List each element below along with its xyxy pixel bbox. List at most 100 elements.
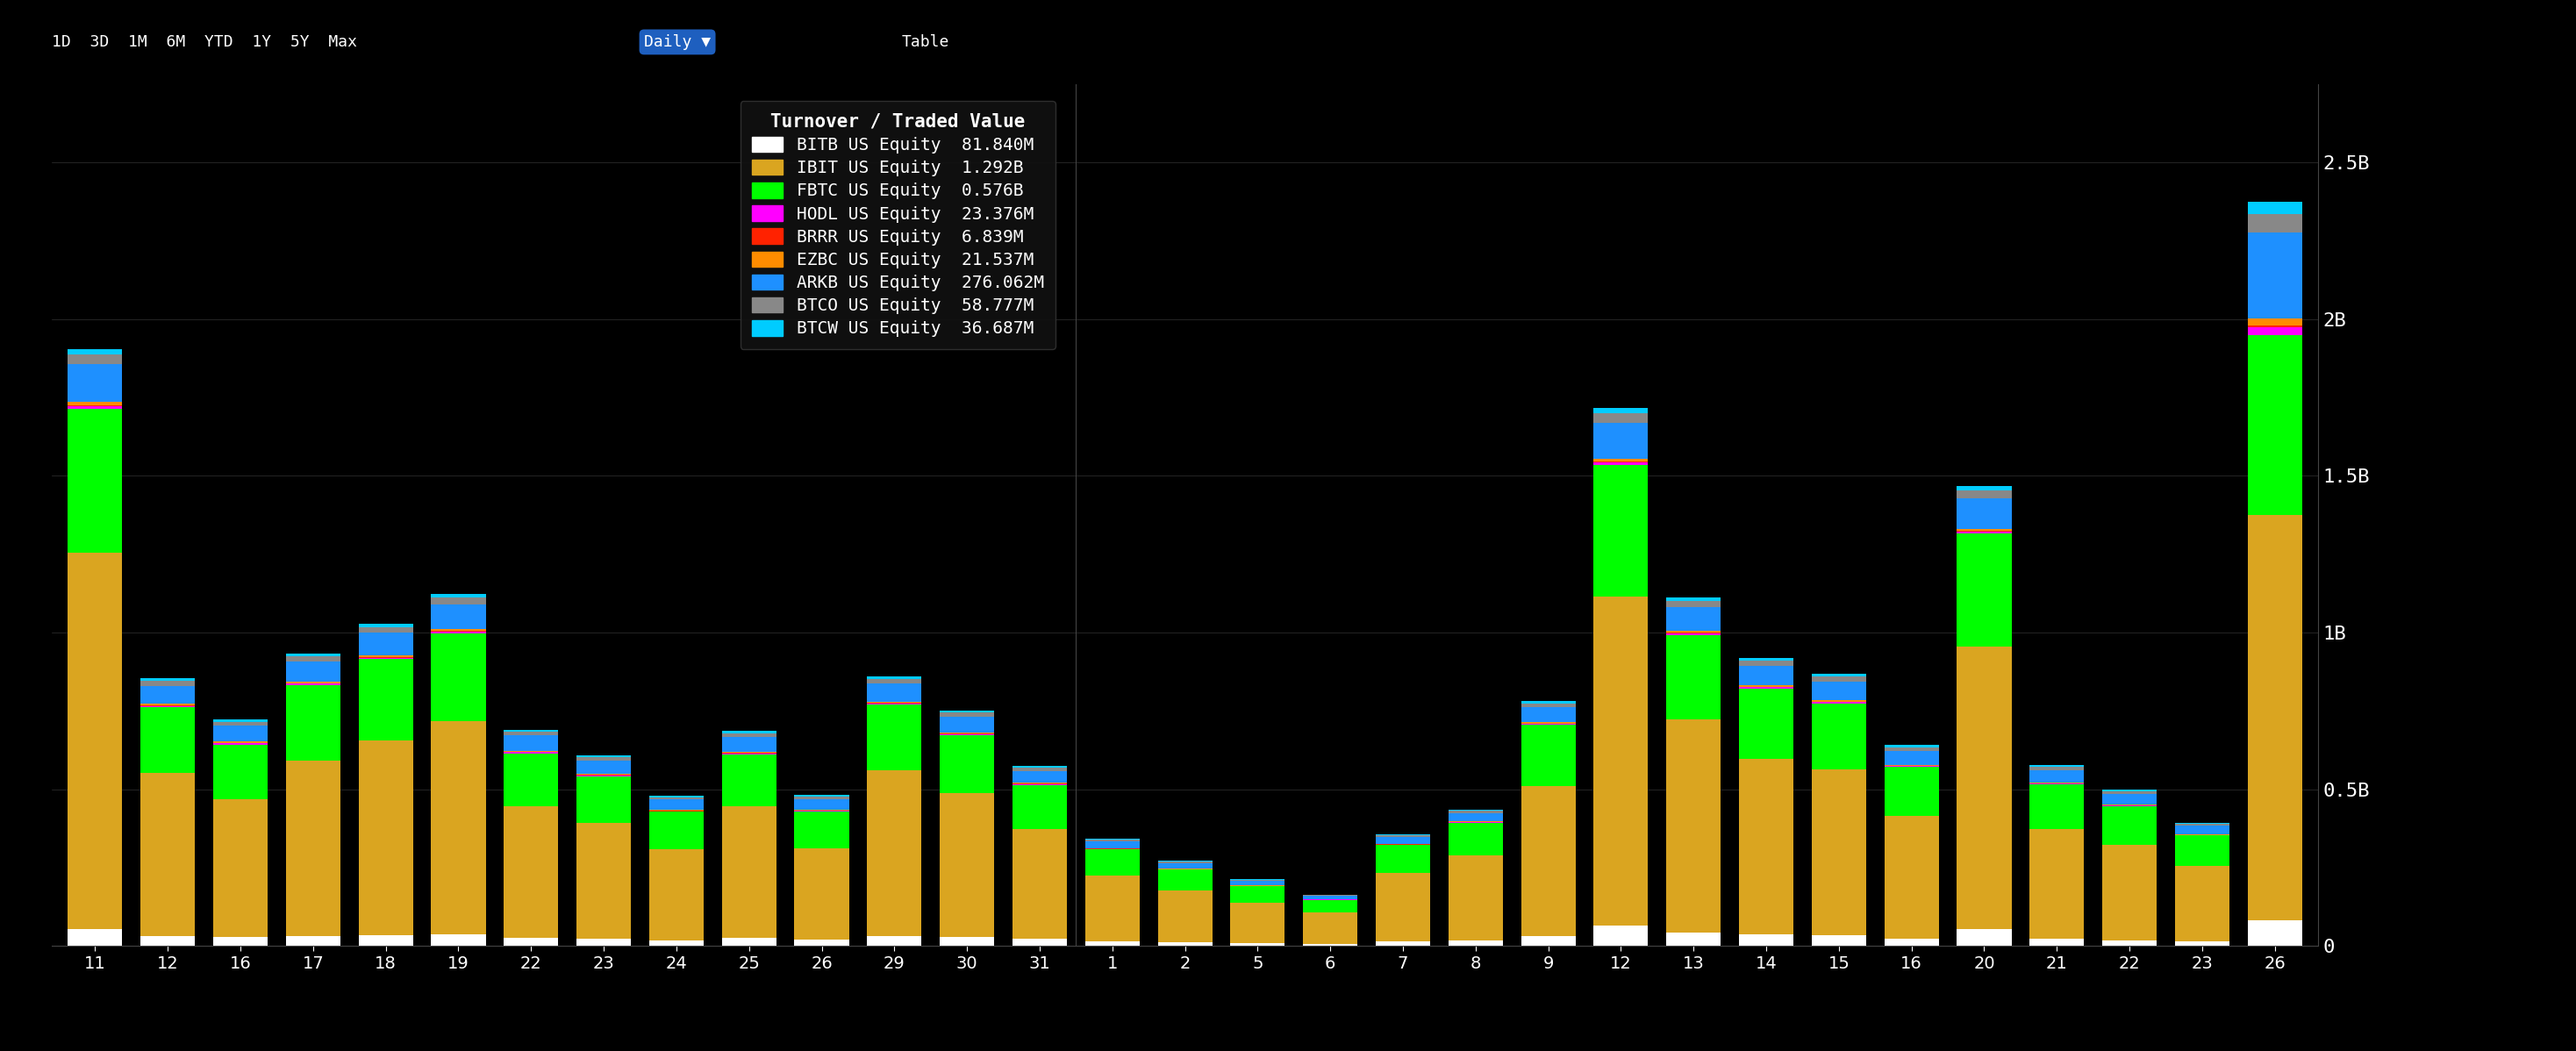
Bar	[142, 707, 196, 772]
Bar	[1448, 812, 1502, 821]
Bar	[2174, 866, 2228, 942]
Bar	[358, 623, 412, 627]
Bar	[940, 792, 994, 937]
Bar	[649, 849, 703, 941]
Bar	[577, 774, 631, 775]
Bar	[793, 849, 850, 940]
Bar	[1811, 703, 1865, 769]
Bar	[358, 655, 412, 657]
Bar	[1739, 934, 1793, 946]
Bar	[721, 730, 775, 733]
Bar	[286, 653, 340, 656]
Bar	[1303, 895, 1358, 900]
Bar	[1012, 829, 1066, 939]
Bar	[649, 797, 703, 800]
Bar	[1231, 881, 1285, 885]
Bar	[214, 722, 268, 726]
Bar	[214, 720, 268, 722]
Bar	[2246, 202, 2303, 213]
Bar	[1231, 943, 1285, 946]
Bar	[868, 704, 922, 770]
Bar	[430, 604, 487, 628]
Bar	[67, 364, 124, 401]
Bar	[67, 409, 124, 553]
Bar	[286, 661, 340, 682]
Bar	[1667, 634, 1721, 635]
Bar	[430, 934, 487, 946]
Bar	[1811, 677, 1865, 681]
Bar	[2246, 921, 2303, 946]
Bar	[1520, 707, 1577, 722]
Bar	[793, 797, 850, 799]
Bar	[505, 939, 559, 946]
Bar	[1157, 890, 1213, 942]
Bar	[1012, 768, 1066, 770]
Bar	[1157, 942, 1213, 946]
Bar	[1739, 685, 1793, 687]
Bar	[2030, 829, 2084, 939]
Bar	[214, 726, 268, 742]
Bar	[1958, 929, 2012, 946]
Bar	[940, 713, 994, 717]
Bar	[1231, 903, 1285, 943]
Bar	[2102, 806, 2156, 845]
Bar	[1958, 486, 2012, 491]
Bar	[1520, 703, 1577, 707]
Bar	[2246, 328, 2303, 335]
Bar	[2030, 939, 2084, 946]
Bar	[505, 731, 559, 736]
Bar	[1811, 674, 1865, 677]
Bar	[430, 598, 487, 604]
Bar	[577, 758, 631, 761]
Bar	[142, 678, 196, 681]
Bar	[2030, 765, 2084, 767]
Bar	[868, 684, 922, 702]
Bar	[868, 677, 922, 679]
Bar	[1448, 856, 1502, 941]
Bar	[1376, 942, 1430, 946]
Bar	[793, 940, 850, 946]
Bar	[868, 770, 922, 936]
Bar	[2174, 942, 2228, 946]
Bar	[868, 702, 922, 703]
Bar	[649, 941, 703, 946]
Bar	[1084, 849, 1139, 875]
Bar	[286, 684, 340, 685]
Bar	[1376, 833, 1430, 834]
Bar	[1883, 764, 1940, 766]
Bar	[286, 935, 340, 946]
Bar	[1739, 687, 1793, 688]
Bar	[1595, 459, 1649, 461]
Bar	[721, 755, 775, 806]
Bar	[1739, 688, 1793, 759]
Bar	[940, 733, 994, 734]
Bar	[67, 553, 124, 929]
Bar	[2030, 784, 2084, 829]
Bar	[868, 936, 922, 946]
Bar	[430, 721, 487, 934]
Bar	[1231, 880, 1285, 881]
Bar	[1667, 598, 1721, 601]
Bar	[142, 704, 196, 705]
Bar	[1520, 936, 1577, 946]
Bar	[1883, 747, 1940, 750]
Bar	[2174, 836, 2228, 866]
Bar	[1448, 810, 1502, 812]
Bar	[1303, 912, 1358, 944]
Text: Daily ▼: Daily ▼	[644, 34, 711, 50]
Bar	[1157, 863, 1213, 869]
Bar	[286, 656, 340, 661]
Bar	[2246, 515, 2303, 921]
Bar	[1811, 700, 1865, 702]
Bar	[142, 935, 196, 946]
Bar	[1667, 720, 1721, 932]
Bar	[505, 754, 559, 806]
Bar	[1303, 900, 1358, 912]
Bar	[430, 632, 487, 633]
Bar	[577, 776, 631, 823]
Bar	[142, 685, 196, 704]
Bar	[1376, 845, 1430, 872]
Bar	[1595, 408, 1649, 413]
Bar	[868, 679, 922, 684]
Bar	[2102, 789, 2156, 791]
